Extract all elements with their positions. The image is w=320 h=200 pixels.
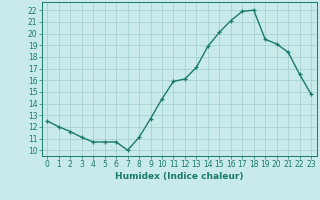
X-axis label: Humidex (Indice chaleur): Humidex (Indice chaleur) (115, 172, 244, 181)
